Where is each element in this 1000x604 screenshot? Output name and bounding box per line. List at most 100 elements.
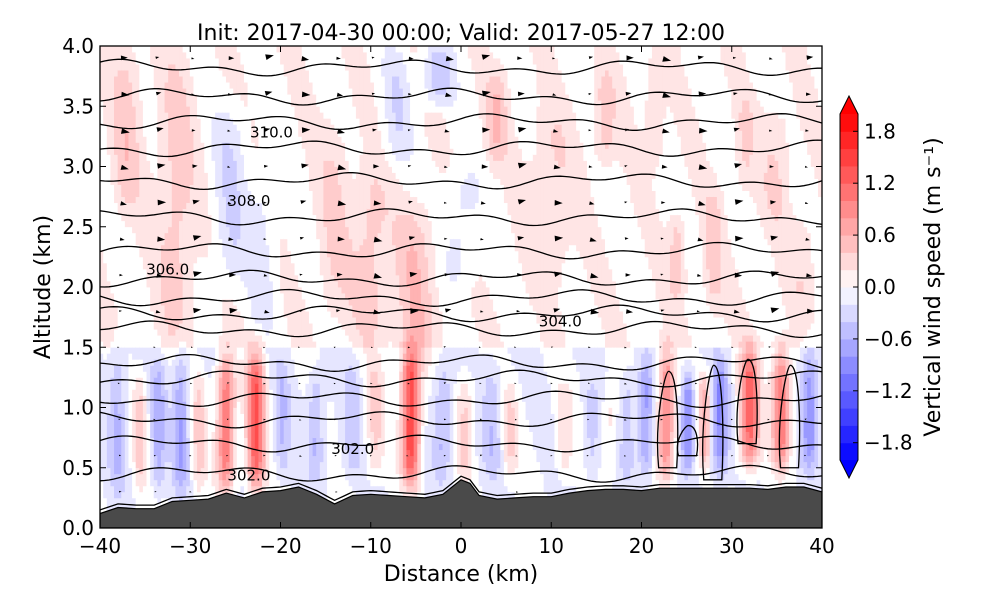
wind-cell [540,352,545,475]
wind-cell [240,99,245,155]
wind-arrow [806,55,814,60]
wind-cell [500,184,505,342]
wind-cell [157,467,162,487]
wind-cell [150,63,155,173]
wind-cell [168,334,173,348]
wind-cell [615,413,621,528]
wind-cell [428,395,433,528]
wind-cell [449,105,455,149]
wind-cell [413,51,419,198]
wind-cell [597,160,603,228]
colorbar-level [840,269,858,288]
wind-cell [308,46,314,83]
colorbar-level [840,304,858,323]
isentrope-line [100,139,822,158]
wind-cell [456,238,462,276]
wind-cell [720,316,725,348]
wind-cell [482,461,487,499]
wind-cell [550,129,556,149]
wind-cell [236,93,242,131]
wind-cell [251,196,256,318]
wind-cell [402,352,408,366]
wind-cell [565,93,570,252]
contour-label: 304.0 [539,312,582,330]
wind-arrow [227,346,230,348]
wind-cell [280,376,285,445]
wind-arrow [120,164,129,170]
wind-cell [482,395,487,463]
wind-cell [244,178,249,288]
wind-cell [323,298,328,348]
wind-cell [781,364,787,390]
wind-cell [684,316,689,348]
wind-cell [590,346,595,384]
wind-cell [251,142,256,198]
wind-cell [233,93,238,125]
wind-cell [402,364,408,469]
wind-cell [817,346,822,528]
wind-cell [225,340,231,348]
wind-cell [139,256,144,348]
wind-cell [215,57,220,113]
wind-cell [633,46,639,125]
wind-cell [384,160,390,210]
wind-cell [410,214,415,246]
wind-cell [529,160,534,306]
wind-cell [327,46,332,119]
wind-arrow [770,235,779,241]
wind-cell [760,346,765,360]
wind-cell [623,346,628,372]
wind-arrow [804,165,808,168]
wind-arrow [624,128,630,132]
wind-cell [330,46,336,125]
wind-arrow [734,163,743,169]
wind-cell [225,485,231,493]
wind-cell [579,346,585,402]
wind-arrow [227,165,231,168]
wind-cell [507,352,512,384]
wind-cell [395,129,401,161]
wind-arrow [190,382,193,385]
wind-cell [475,346,480,457]
wind-cell [669,352,675,372]
wind-cell [619,63,624,167]
wind-arrow [804,418,807,421]
wind-cell [605,346,610,366]
wind-cell [608,46,614,77]
wind-arrow [117,382,120,385]
wind-cell [348,172,354,240]
wind-cell [276,358,281,457]
wind-cell [150,485,155,528]
wind-cell [521,280,527,348]
wind-cell [114,202,119,306]
wind-cell [626,340,632,348]
wind-cell [651,178,657,191]
wind-arrow [407,382,410,385]
wind-cell [269,389,274,528]
wind-cell [601,142,606,167]
wind-arrow [298,382,301,385]
wind-cell [352,370,357,469]
wind-cell [124,160,130,204]
wind-cell [742,364,747,445]
wind-cell [753,87,758,204]
wind-cell [489,455,494,481]
wind-cell [691,196,697,366]
wind-cell [247,479,253,493]
wind-cell [702,455,707,463]
wind-cell [254,148,260,204]
wind-cell [225,298,231,342]
wind-arrow [444,129,450,133]
wind-arrow [552,93,557,96]
wind-arrow [660,273,664,276]
wind-cell [204,46,209,173]
wind-cell [532,449,538,528]
isentrope-line [100,58,822,77]
wind-cell [431,244,437,348]
wind-arrow [229,272,237,278]
wind-cell [641,352,646,372]
wind-cell [597,87,603,101]
y-tick-label: 4.0 [62,34,94,58]
wind-cell [186,352,191,439]
